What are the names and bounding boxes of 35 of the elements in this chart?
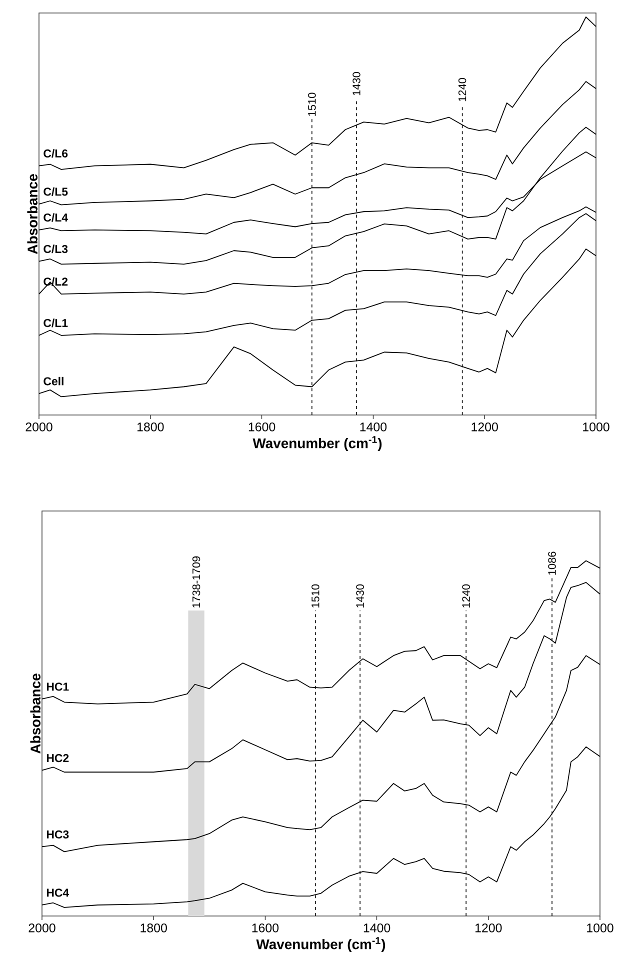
series-label: C/L5	[44, 187, 68, 196]
x-tick-label: 2000	[28, 924, 56, 932]
series-label: C/L4	[44, 213, 68, 222]
ref-line-label: 1086	[548, 552, 556, 575]
series-label: C/L6	[44, 149, 68, 158]
x-tick-label: 1000	[587, 924, 614, 932]
ref-line-label: 1510	[308, 92, 316, 116]
series-label: C/L1	[44, 318, 68, 328]
series-label: HC2	[46, 754, 69, 762]
x-tick-label: 1400	[360, 422, 386, 432]
series-label: C/L3	[44, 244, 68, 254]
x-tick-label: 1600	[248, 422, 276, 432]
series-label: Cell	[44, 376, 64, 386]
ref-line-label: 1240	[458, 78, 466, 102]
x-tick-label: 1600	[252, 924, 278, 932]
y-axis-title: Absorbance	[27, 174, 38, 254]
x-tick-label: 2000	[26, 422, 52, 432]
series-label: C/L2	[44, 277, 68, 286]
x-tick-label: 1200	[475, 924, 502, 932]
x-tick-label: 1800	[140, 924, 167, 932]
x-tick-label: 1200	[472, 422, 498, 432]
ref-line-label: 1430	[356, 584, 364, 608]
ref-line-label: 1430	[352, 72, 360, 96]
x-tick-label: 1800	[137, 422, 164, 432]
x-tick-label: 1000	[583, 422, 610, 432]
ref-line-label: 1510	[311, 584, 320, 608]
x-tick-label: 1400	[364, 924, 390, 932]
band-label: 1738-1709	[192, 556, 200, 608]
ref-line-label: 1240	[462, 584, 470, 608]
y-axis-title: Absorbance	[30, 674, 40, 754]
series-label: HC1	[46, 682, 69, 691]
series-label: HC4	[46, 888, 69, 897]
series-label: HC3	[46, 830, 69, 839]
x-axis-title: Wavenumber (cm$^{-1}$)	[256, 937, 385, 952]
x-axis-title: Wavenumber (cm$^{-1}$)	[252, 436, 382, 451]
